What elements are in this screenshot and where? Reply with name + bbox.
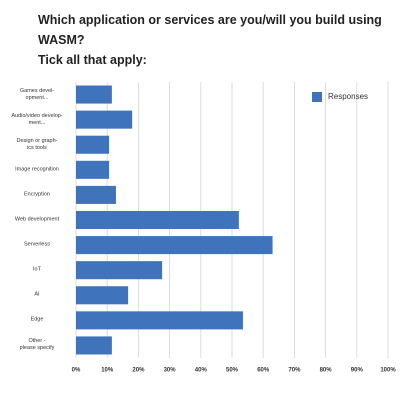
y-tick-label: Games devel- opment... <box>19 87 55 101</box>
bar <box>76 85 112 104</box>
bar <box>76 336 112 355</box>
bar <box>76 160 110 179</box>
y-tick-label: Web development <box>14 216 60 223</box>
y-tick-label: Edge <box>30 316 44 323</box>
bar <box>76 311 243 330</box>
y-tick-label: Design or graph- ics tools <box>16 137 58 151</box>
bar <box>76 236 273 255</box>
bar <box>76 210 239 230</box>
x-tick-label: 40% <box>195 368 208 374</box>
x-tick-label: 70% <box>288 368 301 374</box>
legend-swatch <box>312 92 322 102</box>
y-tick-label: IoT <box>33 266 41 273</box>
y-tick-label: Image recognition <box>15 166 59 173</box>
x-tick-label: 0% <box>72 368 81 374</box>
x-tick-label: 90% <box>351 368 364 374</box>
x-tick-label: 30% <box>164 368 177 374</box>
bar <box>76 110 133 129</box>
legend-label: Responses <box>328 92 368 101</box>
x-tick-label: 50% <box>226 368 239 374</box>
x-tick-label: 20% <box>132 368 145 374</box>
y-tick-label: Encryption <box>24 191 50 198</box>
bar <box>76 185 116 204</box>
x-tick-label: 10% <box>101 368 114 374</box>
y-tick-label: Serverless <box>24 241 50 248</box>
x-tick-label: 60% <box>257 368 270 374</box>
y-tick-label: AI <box>34 291 40 298</box>
y-tick-label: Other - please specify <box>19 338 55 352</box>
x-tick-label: 100% <box>380 368 396 374</box>
bar <box>76 261 163 280</box>
x-tick-label: 80% <box>320 368 333 374</box>
chart-title: Which application or services are you/wi… <box>38 13 382 67</box>
bar <box>76 286 129 305</box>
y-tick-label: Audio/video develop- ment... <box>11 112 63 126</box>
bar <box>76 135 110 154</box>
